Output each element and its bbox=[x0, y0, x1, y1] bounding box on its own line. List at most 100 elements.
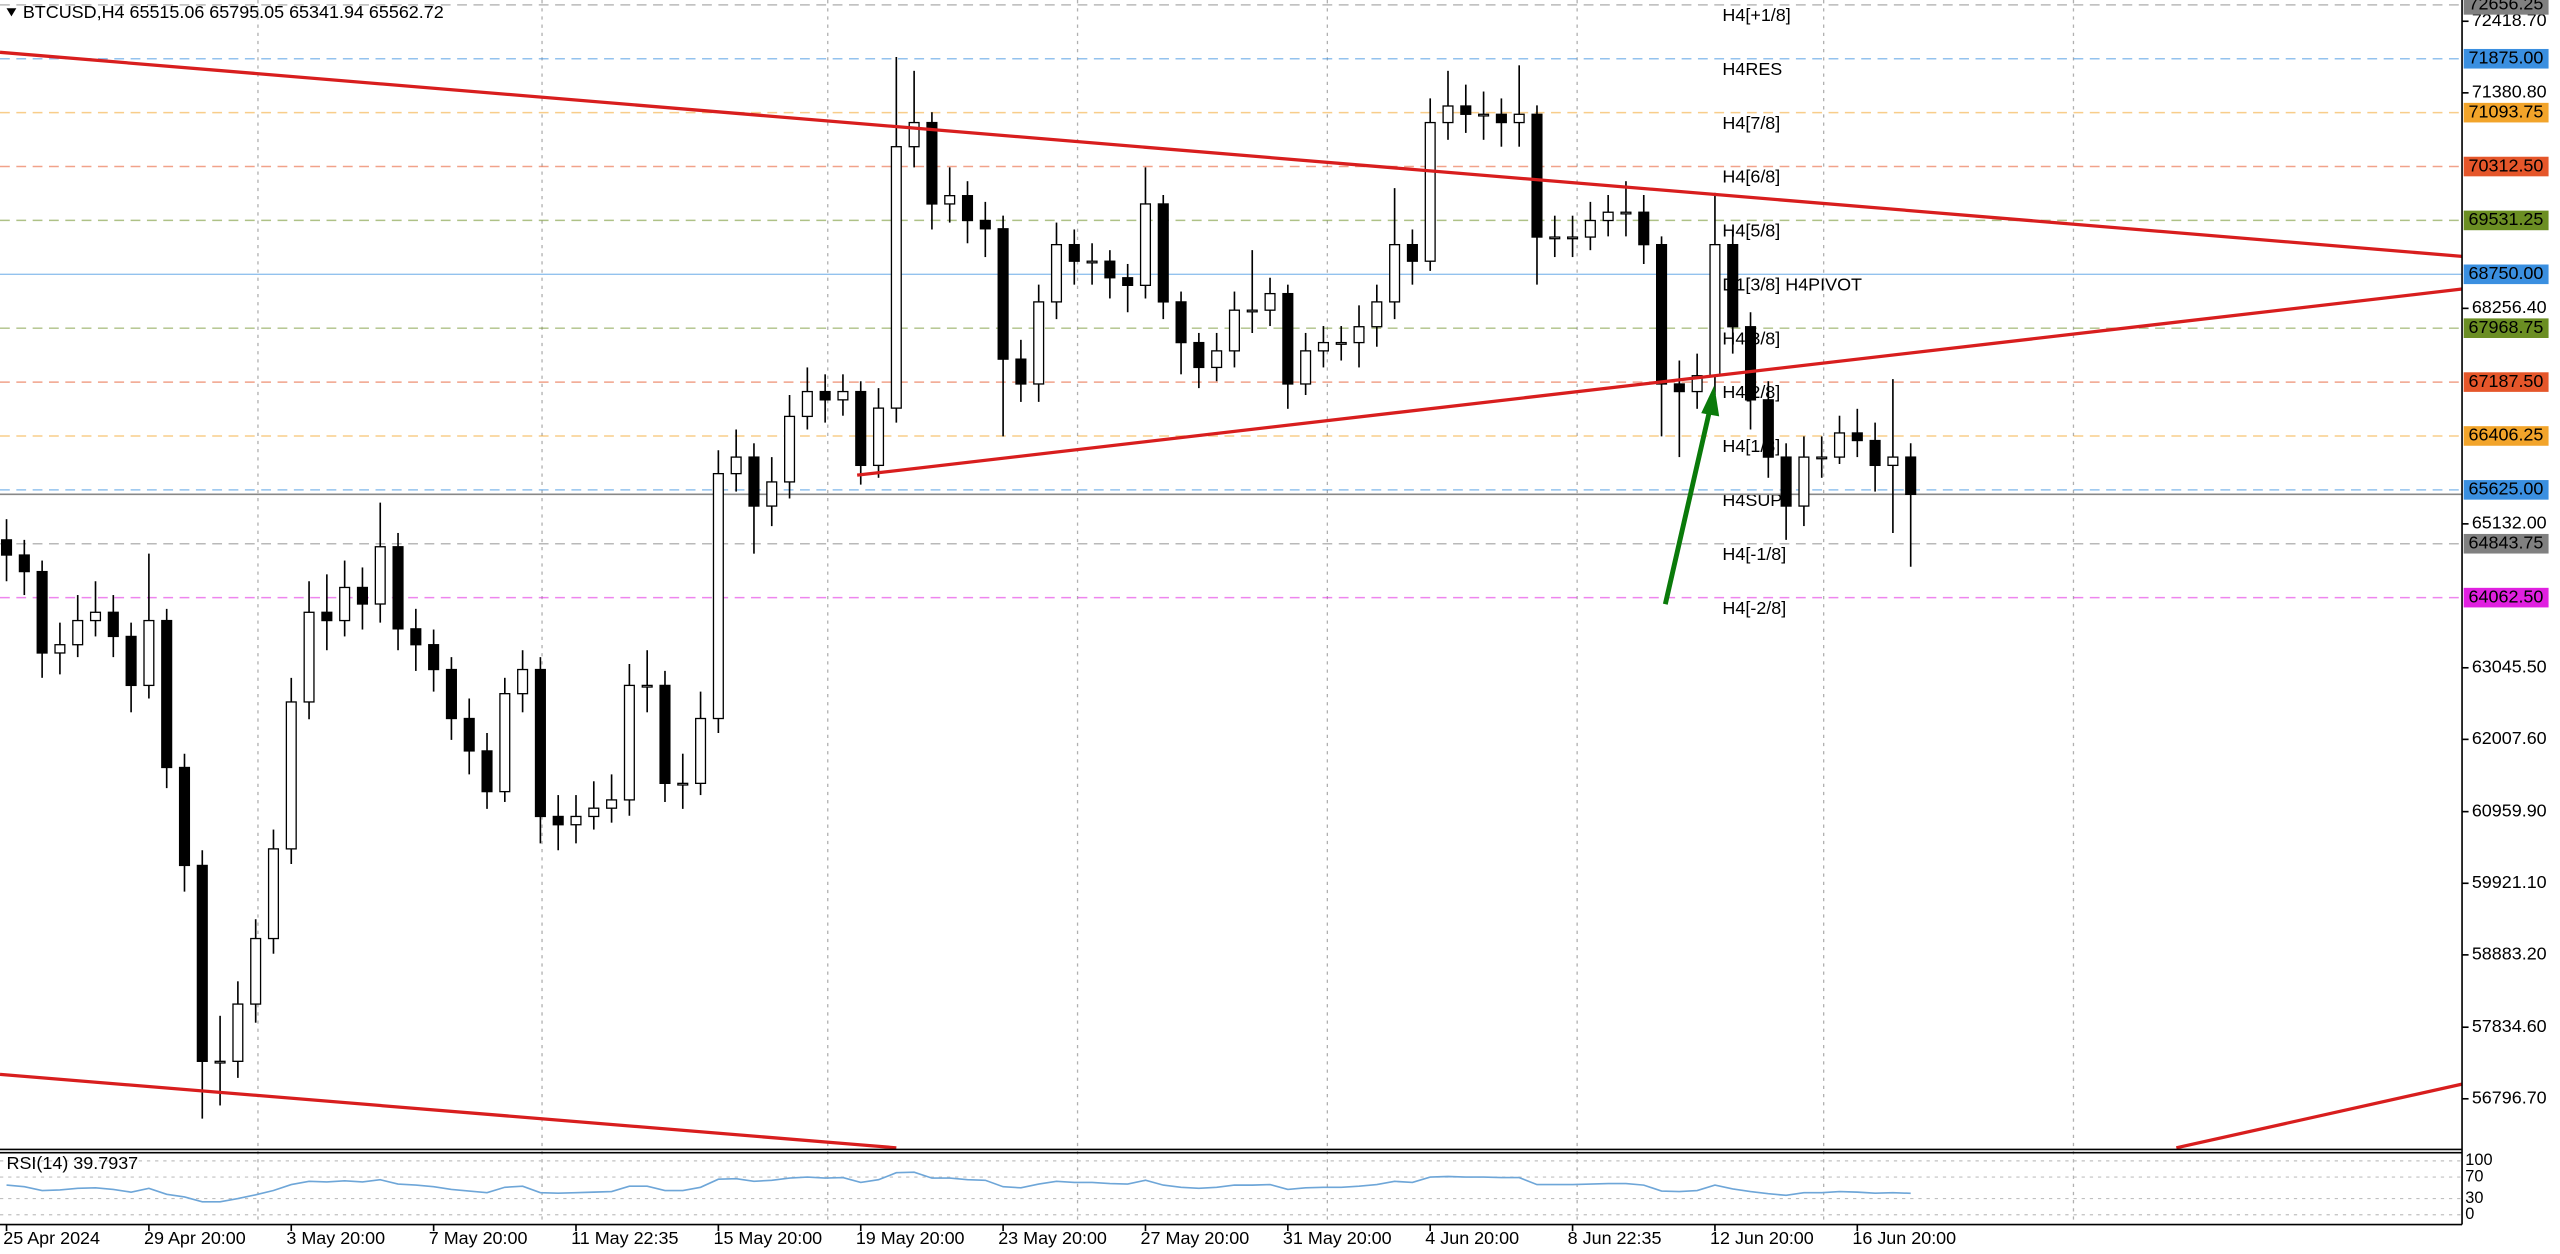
candle-body bbox=[730, 456, 742, 475]
level-price-box bbox=[2463, 156, 2549, 177]
candle-body bbox=[766, 481, 778, 507]
candle-body bbox=[534, 668, 546, 818]
candle-body bbox=[1780, 456, 1792, 507]
candle-body bbox=[1869, 439, 1881, 467]
level-label: H4SUP bbox=[1722, 490, 1782, 510]
x-tick-label: 31 May 20:00 bbox=[1283, 1228, 1392, 1248]
candle-body bbox=[1389, 243, 1401, 303]
candle-body bbox=[570, 815, 582, 826]
candle-body bbox=[819, 390, 831, 401]
candle-body bbox=[303, 611, 315, 703]
x-tick-label: 7 May 20:00 bbox=[429, 1228, 528, 1248]
level-price-label: 69531.25 bbox=[2469, 209, 2544, 229]
candle-body bbox=[1282, 292, 1294, 385]
candle-body bbox=[1317, 341, 1329, 352]
candle-body bbox=[1744, 326, 1757, 401]
x-tick-label: 29 Apr 20:00 bbox=[144, 1228, 246, 1248]
candle-body bbox=[1816, 456, 1828, 460]
trendline bbox=[856, 287, 2463, 477]
level-price-box bbox=[2463, 372, 2549, 392]
x-tick-label: 3 May 20:00 bbox=[286, 1228, 385, 1248]
trendline bbox=[2175, 1082, 2463, 1150]
candle-body bbox=[481, 750, 493, 793]
level-price-box bbox=[2463, 480, 2549, 500]
candle-body bbox=[872, 407, 885, 467]
level-price-label: 70312.50 bbox=[2469, 155, 2544, 175]
chart-title: BTCUSD,H4 65515.06 65795.05 65341.94 655… bbox=[23, 2, 444, 22]
candle-body bbox=[659, 684, 671, 785]
x-tick-label: 23 May 20:00 bbox=[998, 1228, 1107, 1248]
candle-body bbox=[1122, 277, 1134, 286]
candle-body bbox=[1567, 236, 1579, 240]
candle-body bbox=[1193, 341, 1205, 369]
candle-body bbox=[1620, 211, 1632, 215]
candle-body bbox=[445, 668, 457, 720]
trendline bbox=[0, 1072, 897, 1150]
arrow-head bbox=[1701, 385, 1720, 417]
candle-body bbox=[1495, 113, 1507, 124]
candle-body bbox=[1157, 203, 1169, 303]
candle-body bbox=[36, 570, 48, 654]
candle-body bbox=[1602, 211, 1614, 222]
x-tick-label: 15 May 20:00 bbox=[713, 1228, 822, 1248]
level-price-box bbox=[2463, 102, 2549, 123]
candle-body bbox=[944, 195, 956, 205]
candle-body bbox=[1264, 292, 1276, 311]
candle-body bbox=[178, 766, 191, 867]
level-price-box bbox=[2463, 0, 2549, 15]
candle-body bbox=[1406, 243, 1418, 262]
level-price-label: 71875.00 bbox=[2469, 47, 2544, 67]
candle-body bbox=[588, 807, 600, 818]
y-tick-label: 60959.90 bbox=[2472, 800, 2547, 820]
level-label: H4[5/8] bbox=[1722, 221, 1780, 241]
candle-body bbox=[1513, 113, 1525, 124]
level-price-box bbox=[2463, 318, 2549, 338]
time-axis: 25 Apr 2024 29 Apr 20:00 3 May 20:00 7 May … bbox=[3, 1224, 1956, 1248]
y-tick-label: 65132.00 bbox=[2472, 513, 2547, 533]
candle-body bbox=[677, 782, 689, 786]
candle-body bbox=[623, 684, 635, 801]
level-price-label: 68750.00 bbox=[2469, 263, 2544, 283]
rsi-tick-label: 70 bbox=[2465, 1167, 2483, 1185]
level-label: H4[+1/8] bbox=[1722, 5, 1790, 25]
candle-body bbox=[908, 121, 920, 148]
candle-body bbox=[18, 554, 30, 573]
rsi-tick-label: 0 bbox=[2465, 1205, 2474, 1223]
candle-body bbox=[1050, 243, 1063, 303]
candle-body bbox=[1460, 105, 1472, 115]
candle-body bbox=[1727, 243, 1739, 328]
rsi-value: 39.7937 bbox=[73, 1153, 138, 1173]
candle-body bbox=[695, 717, 707, 785]
x-tick-label: 12 Jun 20:00 bbox=[1710, 1228, 1814, 1248]
candle-body bbox=[161, 619, 173, 769]
trendlines bbox=[0, 50, 2463, 1150]
rsi-tick-label: 100 bbox=[2465, 1151, 2492, 1169]
candle-body bbox=[125, 635, 137, 687]
candle-body bbox=[1887, 456, 1899, 467]
trendline bbox=[0, 50, 2463, 259]
level-price-box bbox=[2463, 587, 2549, 608]
x-tick-label: 19 May 20:00 bbox=[856, 1228, 965, 1248]
candle-body bbox=[979, 219, 991, 230]
level-price-label: 65625.00 bbox=[2469, 479, 2544, 499]
arrow bbox=[1662, 410, 1712, 605]
candle-body bbox=[1300, 350, 1312, 385]
candle-body bbox=[1478, 113, 1490, 117]
candle-body bbox=[267, 848, 280, 940]
y-tick-label: 68256.40 bbox=[2472, 297, 2547, 317]
candle-body bbox=[784, 415, 796, 483]
x-tick-label: 11 May 22:35 bbox=[571, 1228, 678, 1248]
candle-body bbox=[1353, 326, 1365, 344]
candle-body bbox=[1531, 113, 1543, 238]
candle-body bbox=[1246, 309, 1258, 313]
candle-body bbox=[1691, 375, 1703, 393]
axis-background bbox=[2462, 0, 2560, 1254]
y-tick-label: 62007.60 bbox=[2472, 728, 2547, 748]
x-tick-label: 16 Jun 20:00 bbox=[1852, 1228, 1956, 1248]
y-tick-label: 59921.10 bbox=[2472, 872, 2547, 892]
candle-body bbox=[499, 693, 511, 793]
candle-body bbox=[1851, 432, 1863, 442]
candle-body bbox=[1175, 301, 1187, 344]
candle-body bbox=[1139, 203, 1152, 286]
rsi-name: RSI(14) bbox=[7, 1153, 69, 1173]
